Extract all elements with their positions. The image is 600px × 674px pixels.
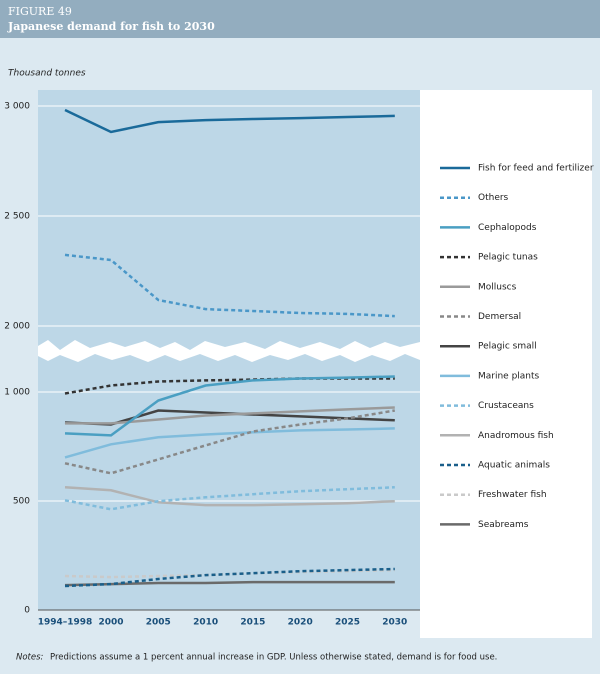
x-tick-label: 2020 <box>288 618 313 628</box>
legend-label: Aquatic animals <box>478 461 550 471</box>
x-tick-label: 2015 <box>240 618 265 628</box>
legend-label: Crustaceans <box>478 401 534 411</box>
axis-break <box>38 340 420 362</box>
y-tick-label: 500 <box>13 497 30 507</box>
legend-label: Anadromous fish <box>478 431 554 441</box>
legend-label: Demersal <box>478 312 521 322</box>
x-tick-label: 2000 <box>98 618 123 628</box>
y-tick-label: 2 000 <box>4 322 30 332</box>
x-tick-label: 1994–1998 <box>38 618 93 628</box>
y-tick-label: 1 000 <box>4 388 30 398</box>
series-line <box>64 486 395 507</box>
figure-title: Japanese demand for fish to 2030 <box>7 20 215 33</box>
legend-label: Others <box>478 193 509 203</box>
series-line <box>65 406 395 425</box>
legend-label: Marine plants <box>478 371 540 381</box>
y-tick-label: 0 <box>24 606 30 616</box>
legend-label: Pelagic small <box>478 342 537 352</box>
y-axis-label: Thousand tonnes <box>8 69 86 79</box>
legend-label: Fish for feed and fertilizer <box>478 164 594 174</box>
legend: Fish for feed and fertilizer Others Cephal… <box>440 164 594 530</box>
legend-label: Seabreams <box>478 520 529 530</box>
x-tick-label: 2025 <box>335 618 360 628</box>
series-line <box>64 253 395 318</box>
labels: 0 500 1 000 2 000 2 500 3 000 1994–1998 2000 200… <box>4 102 407 628</box>
notes-text: Predictions assume a 1 percent annual in… <box>50 653 497 663</box>
x-tick-label: 2030 <box>382 618 407 628</box>
y-tick-label: 2 500 <box>4 212 30 222</box>
x-tick-label: 2005 <box>146 618 171 628</box>
figure-number: FIGURE 49 <box>8 5 72 18</box>
series-line <box>64 427 395 459</box>
lines <box>64 108 396 588</box>
series-line <box>64 375 395 437</box>
series-line <box>64 108 395 134</box>
y-tick-label: 3 000 <box>4 102 30 112</box>
header-band <box>0 0 600 38</box>
legend-label: Molluscs <box>478 282 517 292</box>
legend-label: Cephalopods <box>478 223 537 233</box>
series-line <box>64 409 396 475</box>
series-line <box>64 567 395 588</box>
legend-label: Freshwater fish <box>478 490 547 500</box>
x-tick-label: 2010 <box>193 618 218 628</box>
legend-panel <box>420 90 592 638</box>
series-line <box>64 486 395 511</box>
series-line <box>64 580 395 587</box>
notes-label: Notes: <box>16 653 44 663</box>
grid <box>38 105 420 502</box>
legend-label: Pelagic tunas <box>478 253 538 263</box>
